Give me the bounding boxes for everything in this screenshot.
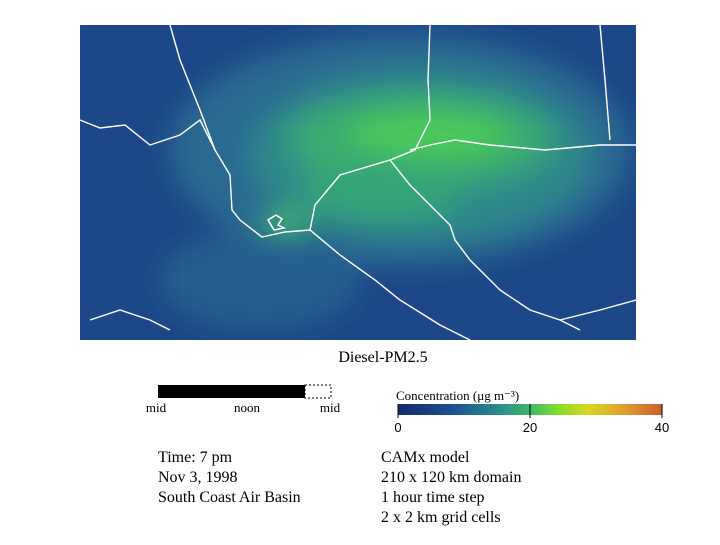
info-line: South Coast Air Basin [158, 489, 301, 506]
colorbar-ticks: 0 20 40 [394, 404, 669, 435]
colorbar-tick-label: 20 [523, 420, 537, 435]
colorbar-tick-label: 0 [394, 420, 401, 435]
info-left: Time: 7 pm Nov 3, 1998 South Coast Air B… [158, 449, 301, 506]
info-line: Time: 7 pm [158, 449, 233, 466]
info-line: CAMx model [381, 449, 470, 466]
info-line: 210 x 120 km domain [381, 469, 521, 486]
info-line: 1 hour time step [381, 489, 485, 506]
info-line: Nov 3, 1998 [158, 469, 238, 486]
time-label: mid [320, 400, 341, 415]
title: Diesel-PM2.5 [338, 349, 427, 366]
map [80, 25, 636, 340]
time-label: noon [234, 400, 261, 415]
time-bar [158, 384, 332, 399]
info-right: CAMx model 210 x 120 km domain 1 hour ti… [381, 449, 521, 526]
info-line: 2 x 2 km grid cells [381, 509, 501, 526]
colorbar-label: Concentration (μg m⁻³) [396, 388, 519, 403]
colorbar-tick-label: 40 [655, 420, 669, 435]
time-label: mid [146, 400, 167, 415]
